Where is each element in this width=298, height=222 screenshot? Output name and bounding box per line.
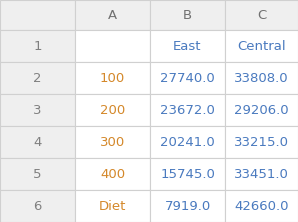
Bar (0, 30, 75, 62)
Bar (150, 30, 225, 62)
Bar (225, 30, 298, 62)
Text: 42660.0: 42660.0 (234, 200, 289, 212)
Text: Central: Central (237, 40, 286, 52)
Text: 200: 200 (100, 103, 125, 117)
Text: 3: 3 (33, 103, 42, 117)
Text: 15745.0: 15745.0 (160, 168, 215, 180)
Bar (0, 190, 75, 222)
Bar (75, 30, 150, 62)
Bar (75, 126, 150, 158)
Bar (0, 158, 75, 190)
Bar (0, 62, 75, 94)
Text: East: East (173, 40, 202, 52)
Text: 5: 5 (33, 168, 42, 180)
Bar (225, 158, 298, 190)
Bar (150, 158, 225, 190)
Bar (75, 158, 150, 190)
Bar (225, 126, 298, 158)
Text: B: B (183, 8, 192, 22)
Text: 33215.0: 33215.0 (234, 135, 289, 149)
Text: 6: 6 (33, 200, 42, 212)
Bar (225, 0, 298, 30)
Text: 33808.0: 33808.0 (234, 71, 289, 85)
Bar (150, 62, 225, 94)
Text: 4: 4 (33, 135, 42, 149)
Text: 27740.0: 27740.0 (160, 71, 215, 85)
Bar (75, 0, 150, 30)
Text: 33451.0: 33451.0 (234, 168, 289, 180)
Text: 20241.0: 20241.0 (160, 135, 215, 149)
Bar (75, 94, 150, 126)
Text: 400: 400 (100, 168, 125, 180)
Bar (150, 190, 225, 222)
Text: 29206.0: 29206.0 (234, 103, 289, 117)
Text: 1: 1 (33, 40, 42, 52)
Bar (75, 190, 150, 222)
Bar (225, 62, 298, 94)
Text: 300: 300 (100, 135, 125, 149)
Bar (0, 126, 75, 158)
Text: 23672.0: 23672.0 (160, 103, 215, 117)
Text: 2: 2 (33, 71, 42, 85)
Bar (75, 62, 150, 94)
Bar (150, 94, 225, 126)
Bar (150, 126, 225, 158)
Text: A: A (108, 8, 117, 22)
Text: 7919.0: 7919.0 (164, 200, 211, 212)
Bar (0, 0, 75, 30)
Text: 100: 100 (100, 71, 125, 85)
Bar (225, 190, 298, 222)
Text: Diet: Diet (99, 200, 126, 212)
Bar (225, 94, 298, 126)
Bar (150, 0, 225, 30)
Bar (0, 94, 75, 126)
Text: C: C (257, 8, 266, 22)
